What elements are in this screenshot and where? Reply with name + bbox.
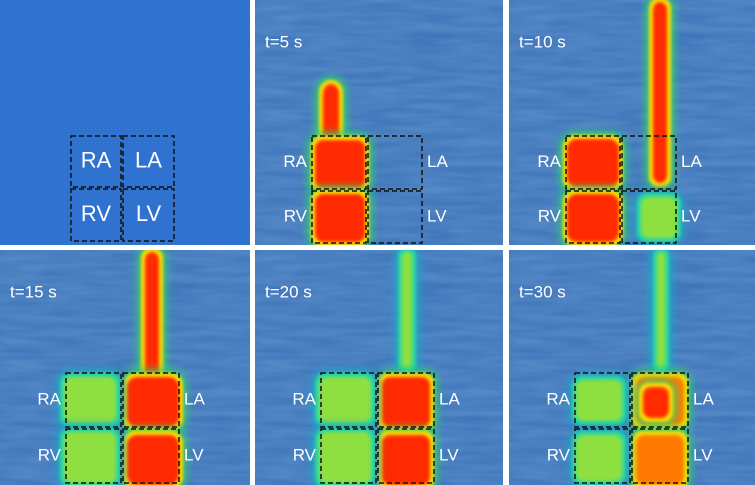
image-panel: t=15 s RA LA RV LV	[0, 244, 250, 485]
image-panel: t=10 s RA LA RV LV	[509, 0, 755, 250]
chamber-label: LV	[136, 201, 162, 226]
image-panel: t=5 s RA LA RV LV	[255, 0, 503, 250]
time-label: t=15 s	[10, 282, 57, 301]
image-panel: t=30 s RA LA RV LV	[509, 244, 755, 485]
chamber-label: RA	[546, 389, 570, 408]
chamber-label: LA	[135, 147, 162, 172]
chamber-label: LV	[184, 445, 204, 464]
chamber-label: LV	[439, 445, 459, 464]
chamber-label: LA	[439, 389, 460, 408]
chamber-label: LV	[693, 445, 713, 464]
panel-image	[0, 0, 250, 245]
time-label: t=5 s	[265, 32, 302, 51]
chamber-label: RV	[547, 445, 571, 464]
chamber-label: LV	[681, 206, 701, 225]
chamber-label: RV	[284, 206, 308, 225]
chamber-label: RV	[81, 201, 111, 226]
chamber-label: RV	[538, 206, 562, 225]
time-label: t=20 s	[265, 282, 312, 301]
chamber-label: LV	[427, 206, 447, 225]
chamber-label: LA	[693, 389, 714, 408]
chamber-label: RA	[81, 147, 112, 172]
time-label: t=10 s	[519, 32, 566, 51]
chamber-label: RV	[38, 445, 62, 464]
chamber-label: RA	[537, 152, 561, 171]
chamber-label: RA	[283, 152, 307, 171]
chamber-label: RV	[293, 445, 317, 464]
chamber-label: LA	[184, 389, 205, 408]
figure: RALARVLVt=5 sRALARVLVt=10 sRALARVLVt=15 …	[0, 0, 755, 485]
chamber-label: RA	[37, 389, 61, 408]
time-label: t=30 s	[519, 282, 566, 301]
chamber-label: LA	[681, 152, 702, 171]
image-panel: RA LA RV LV	[0, 0, 250, 245]
chamber-label: LA	[427, 152, 448, 171]
chamber-label: RA	[292, 389, 316, 408]
image-panel: t=20 s RA LA RV LV	[255, 244, 503, 485]
